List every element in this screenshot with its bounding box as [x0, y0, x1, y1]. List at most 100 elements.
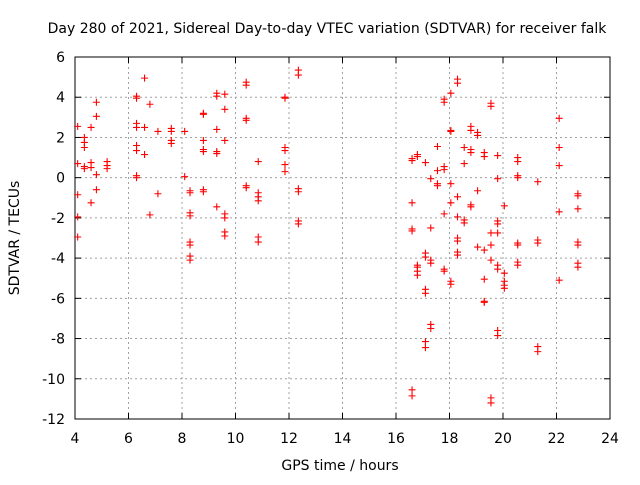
data-point — [487, 229, 495, 237]
data-point — [474, 243, 482, 251]
data-point — [74, 213, 82, 221]
data-point — [447, 89, 455, 97]
data-point — [141, 123, 149, 131]
points-layer — [74, 66, 582, 407]
data-point — [154, 127, 162, 135]
data-point — [494, 220, 502, 228]
data-point — [74, 233, 82, 241]
data-point — [480, 298, 488, 306]
data-point — [294, 71, 302, 79]
data-point — [460, 160, 468, 168]
data-point — [408, 386, 416, 394]
data-point — [454, 193, 462, 201]
data-point — [500, 284, 508, 292]
data-point — [447, 199, 455, 207]
data-point — [421, 253, 429, 261]
data-point — [221, 136, 229, 144]
data-point — [186, 256, 194, 264]
y-tick-label: 4 — [56, 90, 65, 106]
data-point — [440, 210, 448, 218]
data-point — [146, 211, 154, 219]
data-point — [87, 199, 95, 207]
y-tick-label: -4 — [51, 251, 65, 267]
data-point — [427, 175, 435, 183]
data-point — [186, 212, 194, 220]
data-point — [92, 171, 100, 179]
data-point — [514, 174, 522, 182]
data-point — [186, 241, 194, 249]
data-point — [427, 224, 435, 232]
x-tick-label: 14 — [334, 431, 352, 447]
data-point — [133, 174, 141, 182]
data-point — [555, 208, 563, 216]
data-point — [480, 275, 488, 283]
data-point — [514, 241, 522, 249]
data-point — [421, 344, 429, 352]
data-point — [480, 153, 488, 161]
y-tick-label: -12 — [42, 412, 65, 428]
data-point — [92, 112, 100, 120]
data-point — [494, 229, 502, 237]
data-point — [474, 187, 482, 195]
data-point — [454, 213, 462, 221]
y-tick-label: -2 — [51, 211, 65, 227]
data-point — [141, 74, 149, 82]
x-tick-label: 10 — [227, 431, 245, 447]
data-point — [167, 127, 175, 135]
data-point — [213, 150, 221, 158]
data-point — [242, 81, 250, 89]
data-point — [199, 148, 207, 156]
data-point — [294, 188, 302, 196]
x-tick-label: 20 — [494, 431, 512, 447]
data-point — [421, 159, 429, 167]
data-point — [181, 173, 189, 181]
data-point — [281, 147, 289, 155]
data-point — [454, 251, 462, 259]
data-point — [534, 178, 542, 186]
data-point — [74, 122, 82, 130]
data-point — [494, 332, 502, 340]
data-point — [413, 153, 421, 161]
y-tick-label: -8 — [51, 332, 65, 348]
data-point — [574, 205, 582, 213]
data-point — [133, 94, 141, 102]
x-tick-label: 22 — [548, 431, 566, 447]
data-point — [574, 263, 582, 271]
data-point — [167, 139, 175, 147]
data-point — [447, 280, 455, 288]
data-point — [146, 100, 154, 108]
data-point — [186, 189, 194, 197]
data-point — [294, 220, 302, 228]
y-tick-label: -10 — [42, 372, 65, 388]
y-tick-label: 0 — [56, 171, 65, 187]
data-point — [447, 127, 455, 135]
data-point — [440, 166, 448, 174]
x-tick-label: 4 — [71, 431, 80, 447]
data-point — [555, 144, 563, 151]
data-point — [254, 158, 262, 166]
data-point — [199, 136, 207, 144]
data-point — [433, 167, 441, 175]
data-point — [80, 144, 88, 151]
data-point — [555, 162, 563, 170]
x-axis-label: GPS time / hours — [281, 458, 398, 474]
x-tick-label: 8 — [178, 431, 187, 447]
data-point — [254, 238, 262, 246]
data-point — [534, 348, 542, 356]
data-point — [254, 197, 262, 205]
data-point — [242, 114, 250, 122]
data-point — [413, 271, 421, 279]
data-point — [281, 94, 289, 102]
data-point — [141, 151, 149, 159]
data-point — [133, 147, 141, 155]
data-point — [480, 246, 488, 254]
data-point — [433, 182, 441, 190]
data-point — [447, 180, 455, 188]
data-point — [87, 123, 95, 131]
data-point — [467, 126, 475, 134]
data-point — [500, 202, 508, 210]
data-point — [467, 203, 475, 211]
